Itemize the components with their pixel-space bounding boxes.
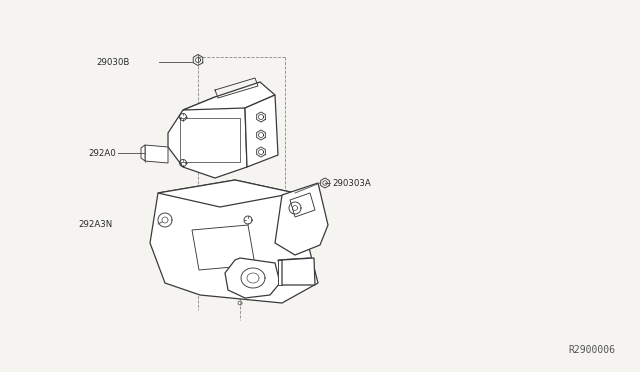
Polygon shape [158, 180, 295, 207]
Polygon shape [183, 82, 275, 110]
Polygon shape [168, 97, 247, 178]
Text: 290303A: 290303A [332, 179, 371, 187]
Polygon shape [275, 183, 328, 255]
Text: R2900006: R2900006 [568, 345, 615, 355]
Polygon shape [278, 258, 314, 274]
Polygon shape [145, 145, 168, 163]
Text: 292A0: 292A0 [88, 148, 116, 157]
Polygon shape [141, 145, 145, 161]
Text: 292A3N: 292A3N [79, 219, 113, 228]
Text: 29030B: 29030B [97, 58, 130, 67]
Polygon shape [245, 95, 278, 167]
Polygon shape [290, 193, 315, 217]
Polygon shape [225, 258, 280, 298]
Polygon shape [282, 258, 315, 285]
Polygon shape [278, 260, 282, 285]
Polygon shape [150, 180, 318, 303]
Polygon shape [192, 225, 255, 270]
